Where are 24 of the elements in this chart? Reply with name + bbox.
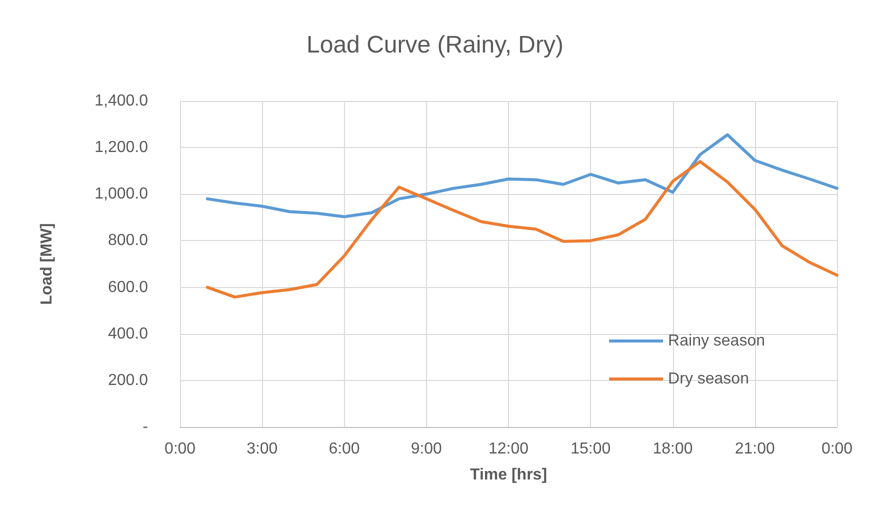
x-tick-label: 9:00 [410,440,442,458]
chart-title: Load Curve (Rainy, Dry) [306,32,564,58]
line-series [206,160,838,299]
x-tick-label: 12:00 [488,440,529,458]
x-tick-label: 0:00 [821,440,853,458]
x-tick-label: 18:00 [652,440,693,458]
x-tick-label: 15:00 [570,440,611,458]
legend-label: Dry season [668,370,749,388]
x-tick-label: 6:00 [328,440,360,458]
y-tick-label: - [142,418,148,436]
x-tick-label: 0:00 [164,440,196,458]
legend-label: Rainy season [668,332,766,350]
y-tick-label: 1,200.0 [94,139,148,156]
y-tick-label: 600.0 [108,278,148,296]
line-series [206,133,838,218]
x-tick-label: 21:00 [734,440,775,458]
y-tick-label: 1,000.0 [94,186,148,203]
y-tick-label: 1,400.0 [94,92,148,110]
y-axis-title: Load [MW] [38,223,56,305]
y-tick-label: 800.0 [108,232,148,250]
y-tick-label: 400.0 [108,325,148,342]
x-axis-title: Time [hrs] [470,466,548,484]
y-tick-label: 200.0 [108,372,148,389]
x-tick-label: 3:00 [246,440,278,458]
